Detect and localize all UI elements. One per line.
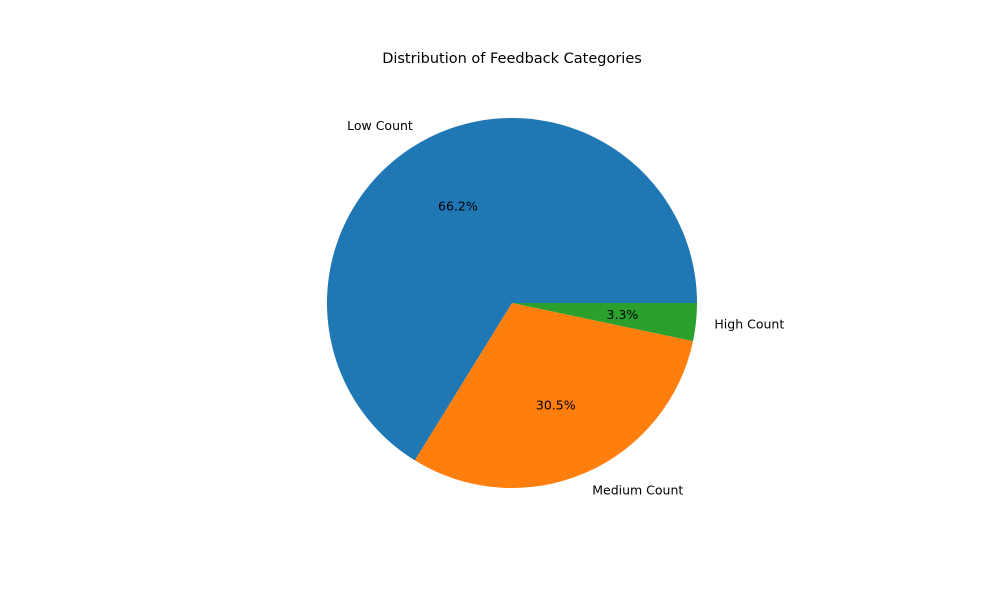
pie-labels: Low Count 66.2% Medium Count 30.5% High Coun… (347, 118, 784, 498)
pie-category-label: High Count (714, 317, 784, 332)
pie-slice-high-count (512, 303, 697, 342)
pie-value-label: 3.3% (607, 307, 639, 322)
pie-slice-low-count (327, 117, 697, 461)
pie-value-label: 66.2% (438, 199, 478, 214)
pie-value-label: 30.5% (536, 398, 576, 413)
chart-title: Distribution of Feedback Categories (382, 51, 642, 67)
pie-slice-medium-count (414, 303, 694, 488)
pie-category-label: Medium Count (592, 483, 683, 498)
pie-category-label: Low Count (347, 118, 413, 133)
pie-slices (327, 117, 697, 488)
